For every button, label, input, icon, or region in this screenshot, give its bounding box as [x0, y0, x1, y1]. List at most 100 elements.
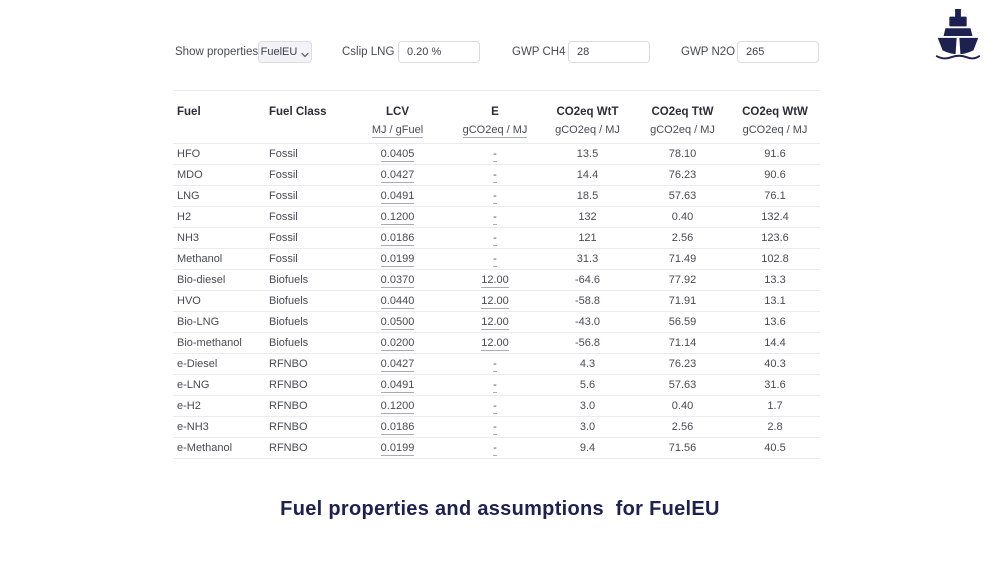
cell-wtt: 14.4 — [540, 164, 635, 186]
gwp-n2o-label: GWP N2O — [681, 46, 736, 58]
cell-wtw: 2.8 — [730, 416, 820, 438]
cell-class: Fossil — [265, 185, 345, 207]
editable-e-value[interactable]: - — [493, 211, 497, 225]
editable-e-value[interactable]: - — [493, 379, 497, 393]
cell-class: Biofuels — [265, 269, 345, 291]
cell-e: - — [450, 164, 540, 186]
table-units-row: MJ / gFuel gCO2eq / MJ gCO2eq / MJ gCO2e… — [173, 121, 820, 144]
cell-e: 12.00 — [450, 269, 540, 291]
editable-e-value[interactable]: - — [493, 169, 497, 183]
properties-dropdown[interactable]: FuelEU — [258, 41, 312, 63]
cell-ttw: 2.56 — [635, 416, 730, 438]
cell-class: Fossil — [265, 248, 345, 270]
cell-fuel: NH3 — [173, 227, 265, 249]
cell-class: RFNBO — [265, 374, 345, 396]
editable-lcv-value[interactable]: 0.1200 — [380, 211, 415, 225]
cslip-lng-input[interactable] — [398, 41, 480, 63]
cell-e: - — [450, 206, 540, 228]
editable-lcv-value[interactable]: 0.0199 — [380, 253, 415, 267]
cell-e: - — [450, 416, 540, 438]
unit-co2eq-ttw: gCO2eq / MJ — [635, 121, 730, 144]
editable-lcv-value[interactable]: 0.0186 — [380, 232, 415, 246]
cell-ttw: 2.56 — [635, 227, 730, 249]
cell-class: Fossil — [265, 164, 345, 186]
cell-fuel: LNG — [173, 185, 265, 207]
cell-wtw: 90.6 — [730, 164, 820, 186]
editable-e-value[interactable]: - — [493, 358, 497, 372]
cell-wtt: -58.8 — [540, 290, 635, 312]
editable-e-value[interactable]: - — [493, 253, 497, 267]
col-header-co2eq-wtt: CO2eq WtT — [556, 106, 619, 118]
editable-e-value[interactable]: 12.00 — [481, 295, 509, 309]
cell-wtw: 13.6 — [730, 311, 820, 333]
cell-fuel: e-NH3 — [173, 416, 265, 438]
editable-lcv-value[interactable]: 0.0200 — [380, 337, 415, 351]
editable-e-value[interactable]: 12.00 — [481, 316, 509, 330]
cell-lcv: 0.0186 — [345, 227, 450, 249]
unit-e: gCO2eq / MJ — [450, 121, 540, 144]
cell-class: Fossil — [265, 143, 345, 165]
editable-e-value[interactable]: 12.00 — [481, 337, 509, 351]
editable-lcv-value[interactable]: 0.0427 — [380, 358, 415, 372]
controls-bar: Show properties FuelEU Cslip LNG GWP CH4… — [173, 41, 823, 64]
cell-ttw: 56.59 — [635, 311, 730, 333]
cell-lcv: 0.0186 — [345, 416, 450, 438]
cell-wtt: 18.5 — [540, 185, 635, 207]
editable-lcv-value[interactable]: 0.0440 — [380, 295, 415, 309]
editable-lcv-value[interactable]: 0.0491 — [380, 190, 415, 204]
editable-e-value[interactable]: 12.00 — [481, 274, 509, 288]
cell-ttw: 76.23 — [635, 353, 730, 375]
editable-e-value[interactable]: - — [493, 442, 497, 456]
cell-ttw: 71.91 — [635, 290, 730, 312]
cell-fuel: HVO — [173, 290, 265, 312]
cell-lcv: 0.0491 — [345, 185, 450, 207]
table-row: Methanol Fossil 0.0199 - 31.3 71.49 102.8 — [173, 248, 820, 270]
editable-e-value[interactable]: - — [493, 148, 497, 162]
col-header-e: E — [491, 106, 499, 118]
cell-wtt: -43.0 — [540, 311, 635, 333]
cell-wtw: 40.3 — [730, 353, 820, 375]
cell-ttw: 71.56 — [635, 437, 730, 459]
cell-wtt: 31.3 — [540, 248, 635, 270]
editable-e-value[interactable]: - — [493, 421, 497, 435]
editable-lcv-value[interactable]: 0.0427 — [380, 169, 415, 183]
gwp-n2o-input[interactable] — [737, 41, 819, 63]
cell-wtt: 3.0 — [540, 416, 635, 438]
cell-class: RFNBO — [265, 416, 345, 438]
cell-e: 12.00 — [450, 311, 540, 333]
cell-e: 12.00 — [450, 290, 540, 312]
editable-e-value[interactable]: - — [493, 190, 497, 204]
col-header-fuelclass: Fuel Class — [269, 106, 327, 118]
cell-e: - — [450, 143, 540, 165]
unit-lcv-link[interactable]: MJ / gFuel — [371, 124, 424, 138]
unit-e-link[interactable]: gCO2eq / MJ — [462, 124, 528, 138]
editable-lcv-value[interactable]: 0.0199 — [380, 442, 415, 456]
unit-co2eq-wtt: gCO2eq / MJ — [540, 121, 635, 144]
editable-lcv-value[interactable]: 0.0500 — [380, 316, 415, 330]
editable-e-value[interactable]: - — [493, 400, 497, 414]
table-header-row: Fuel Fuel Class LCV E CO2eq WtT CO2eq Tt… — [173, 91, 820, 121]
table-row: e-Diesel RFNBO 0.0427 - 4.3 76.23 40.3 — [173, 353, 820, 375]
editable-lcv-value[interactable]: 0.0370 — [380, 274, 415, 288]
editable-lcv-value[interactable]: 0.0186 — [380, 421, 415, 435]
cell-wtw: 31.6 — [730, 374, 820, 396]
editable-e-value[interactable]: - — [493, 232, 497, 246]
cell-lcv: 0.0199 — [345, 248, 450, 270]
editable-lcv-value[interactable]: 0.1200 — [380, 400, 415, 414]
cell-class: RFNBO — [265, 437, 345, 459]
cell-ttw: 71.14 — [635, 332, 730, 354]
editable-lcv-value[interactable]: 0.0405 — [380, 148, 415, 162]
cell-class: Fossil — [265, 206, 345, 228]
cell-e: - — [450, 353, 540, 375]
properties-dropdown-value: FuelEU — [260, 46, 298, 58]
cell-e: - — [450, 227, 540, 249]
editable-lcv-value[interactable]: 0.0491 — [380, 379, 415, 393]
fuel-table-body: HFO Fossil 0.0405-13.5 78.10 91.6 MDO Fossil 0.… — [173, 143, 820, 459]
unit-fuelclass — [265, 121, 345, 144]
gwp-ch4-input[interactable] — [568, 41, 650, 63]
cell-fuel: MDO — [173, 164, 265, 186]
cell-e: - — [450, 248, 540, 270]
cell-ttw: 57.63 — [635, 374, 730, 396]
table-row: NH3 Fossil 0.0186 - 121 2.56 123.6 — [173, 227, 820, 249]
